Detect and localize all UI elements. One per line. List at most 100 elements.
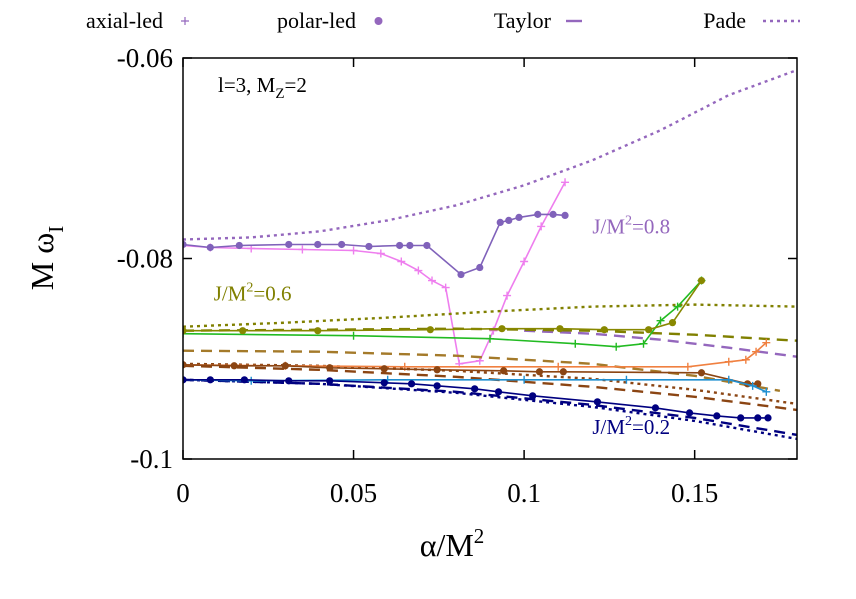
data-point — [285, 377, 293, 385]
x-tick-label: 0.05 — [330, 478, 377, 508]
data-point — [505, 216, 513, 225]
data-point — [298, 245, 307, 254]
series-line — [183, 280, 703, 332]
data-point — [549, 210, 557, 218]
data-point — [724, 357, 733, 366]
data-point — [314, 327, 322, 335]
series-line — [183, 364, 758, 385]
series-line — [183, 68, 797, 241]
series-layer — [183, 68, 797, 441]
data-point — [639, 339, 648, 348]
data-point — [235, 241, 243, 250]
y-tick-label: -0.06 — [117, 43, 173, 73]
x-axis-label: α/M2 — [420, 524, 485, 563]
data-point — [754, 414, 762, 422]
data-point — [281, 362, 289, 370]
data-point — [414, 266, 423, 275]
data-point — [183, 361, 187, 369]
data-point — [471, 385, 479, 393]
legend-label: axial-led — [86, 8, 163, 33]
data-point — [486, 334, 494, 343]
data-point — [697, 369, 706, 377]
data-point — [314, 240, 322, 249]
data-point — [397, 257, 406, 266]
data-point — [656, 316, 665, 325]
data-point — [498, 325, 506, 333]
data-point — [683, 362, 692, 371]
data-point — [535, 368, 544, 376]
data-point — [349, 246, 358, 255]
legend-marker — [181, 17, 189, 25]
data-point — [645, 326, 653, 334]
data-point — [500, 367, 508, 375]
data-point — [426, 326, 434, 334]
data-point — [441, 283, 450, 292]
series-line — [183, 349, 781, 392]
data-point — [537, 222, 546, 231]
legend-label: Taylor — [494, 8, 552, 33]
data-point — [239, 327, 247, 335]
data-point — [206, 243, 214, 252]
series-line — [183, 303, 797, 328]
x-tick-label: 0.15 — [671, 478, 718, 508]
data-point — [406, 241, 414, 250]
data-point — [338, 240, 346, 249]
data-point — [457, 270, 465, 279]
data-point — [476, 263, 484, 272]
y-axis-label: M ωI — [24, 226, 68, 291]
data-point — [762, 338, 771, 347]
data-point — [741, 355, 750, 364]
data-point — [183, 327, 187, 335]
y-tick-label: -0.1 — [130, 444, 173, 474]
data-point — [685, 409, 694, 417]
plot-area: 0 0.05 0.1 0.15 -0.1 -0.08 -0.06 — [117, 43, 798, 508]
y-tick-label: -0.08 — [117, 244, 173, 274]
data-point — [520, 257, 529, 266]
data-point — [762, 387, 771, 396]
data-point — [561, 211, 569, 219]
data-point — [407, 380, 416, 388]
data-point — [673, 302, 682, 311]
series-line — [183, 378, 768, 419]
data-point — [349, 331, 358, 340]
data-point — [593, 398, 602, 406]
series-line — [524, 329, 797, 358]
data-point — [752, 347, 761, 356]
data-point — [556, 325, 564, 333]
spin-label: J/M2=0.6 — [214, 281, 292, 306]
series-group — [183, 68, 797, 441]
data-point — [206, 376, 214, 384]
data-point — [534, 210, 542, 218]
legend-marker — [374, 17, 383, 25]
data-point — [494, 388, 503, 396]
axes: 0 0.05 0.1 0.15 -0.1 -0.08 -0.06 — [117, 43, 797, 508]
series-line — [183, 342, 767, 368]
series-line — [183, 364, 797, 412]
legend: axial-led polar-led Taylor Pade — [86, 8, 800, 33]
spin-label: J/M2=0.8 — [592, 213, 670, 238]
data-point — [697, 276, 706, 285]
data-point — [503, 291, 512, 300]
data-point — [365, 242, 373, 251]
data-point — [183, 240, 187, 249]
data-point — [326, 364, 334, 372]
data-point — [380, 365, 388, 373]
data-point — [561, 178, 570, 187]
data-point — [622, 375, 631, 384]
data-point — [554, 362, 563, 371]
data-point — [183, 376, 187, 384]
legend-label: Pade — [703, 8, 746, 33]
series-line — [183, 327, 797, 342]
data-point — [668, 319, 677, 327]
spin-labels: J/M2=0.8 J/M2=0.6 J/M2=0.2 — [214, 213, 670, 439]
data-point — [240, 376, 248, 384]
data-point — [396, 241, 404, 250]
data-point — [764, 414, 772, 422]
data-point — [600, 326, 608, 334]
data-point — [724, 375, 733, 384]
data-point — [183, 329, 187, 338]
data-point — [433, 382, 441, 390]
data-point — [520, 375, 529, 384]
series-line — [183, 378, 797, 437]
